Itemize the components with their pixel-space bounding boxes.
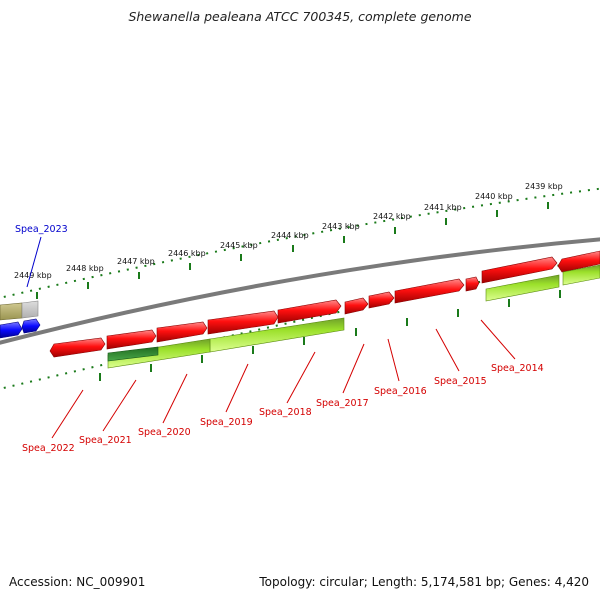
ruler-label-2441: 2441 kbp: [424, 203, 462, 212]
gene-arrow[interactable]: [0, 302, 23, 321]
ruler-label-2444: 2444 kbp: [271, 231, 309, 240]
genome-backbone: [0, 237, 600, 345]
gene-arrow[interactable]: [277, 299, 342, 324]
inner-major-ticks: [99, 290, 561, 381]
accession-text: Accession: NC_009901: [9, 575, 146, 589]
ruler-label-2439: 2439 kbp: [525, 182, 563, 191]
gene-arrow[interactable]: [485, 274, 560, 302]
gene-arrow[interactable]: [394, 278, 465, 304]
ruler-label-2449: 2449 kbp: [14, 271, 52, 280]
gene-arrow[interactable]: [107, 338, 211, 369]
ruler-label-2446: 2446 kbp: [168, 249, 206, 258]
genome-summary-text: Topology: circular; Length: 5,174,581 bp…: [259, 575, 589, 589]
gene-arrow[interactable]: [106, 329, 157, 350]
gene-arrow[interactable]: [344, 297, 369, 315]
ruler-label-2448: 2448 kbp: [66, 264, 104, 273]
gene-label-spea-2022[interactable]: Spea_2022: [22, 443, 75, 454]
gene-arrow[interactable]: [21, 318, 41, 334]
map-title: Shewanella pealeana ATCC 700345, complet…: [128, 9, 472, 24]
gene-arrow[interactable]: [465, 276, 480, 292]
gene-arrow[interactable]: [481, 256, 558, 284]
ruler-label-2447: 2447 kbp: [117, 257, 155, 266]
gene-label-spea-2016[interactable]: Spea_2016: [374, 386, 427, 397]
gene-label-spea-2021[interactable]: Spea_2021: [79, 435, 132, 446]
gene-arrow[interactable]: [562, 264, 600, 286]
gene-arrow[interactable]: [21, 300, 39, 319]
gene-label-spea-2017[interactable]: Spea_2017: [316, 398, 369, 409]
ruler-label-2445: 2445 kbp: [220, 241, 258, 250]
gene-label-spea-2018[interactable]: Spea_2018: [259, 407, 312, 418]
ruler-label-2442: 2442 kbp: [373, 212, 411, 221]
gene-label-spea-2023[interactable]: Spea_2023: [15, 224, 68, 235]
gene-arrow[interactable]: [49, 337, 106, 358]
gene-arrow[interactable]: [156, 321, 208, 343]
forward-genes: [49, 250, 600, 358]
gene-arrow[interactable]: [207, 310, 279, 335]
gene-label-spea-2015[interactable]: Spea_2015: [434, 376, 487, 387]
gene-label-spea-2019[interactable]: Spea_2019: [200, 417, 253, 428]
outer-major-ticks: [36, 202, 549, 299]
leader-lines: [26, 236, 516, 439]
reverse-genes: [107, 264, 600, 369]
gene-arrow[interactable]: [107, 346, 159, 362]
ruler-label-2440: 2440 kbp: [475, 192, 513, 201]
gene-label-spea-2014[interactable]: Spea_2014: [491, 363, 544, 374]
gene-label-spea-2020[interactable]: Spea_2020: [138, 427, 191, 438]
gene-arrow[interactable]: [0, 321, 23, 339]
gene-arrow[interactable]: [557, 250, 600, 273]
ruler-label-2443: 2443 kbp: [322, 222, 360, 231]
outer-ruler: [0, 187, 600, 299]
gene-arrow[interactable]: [368, 291, 395, 309]
